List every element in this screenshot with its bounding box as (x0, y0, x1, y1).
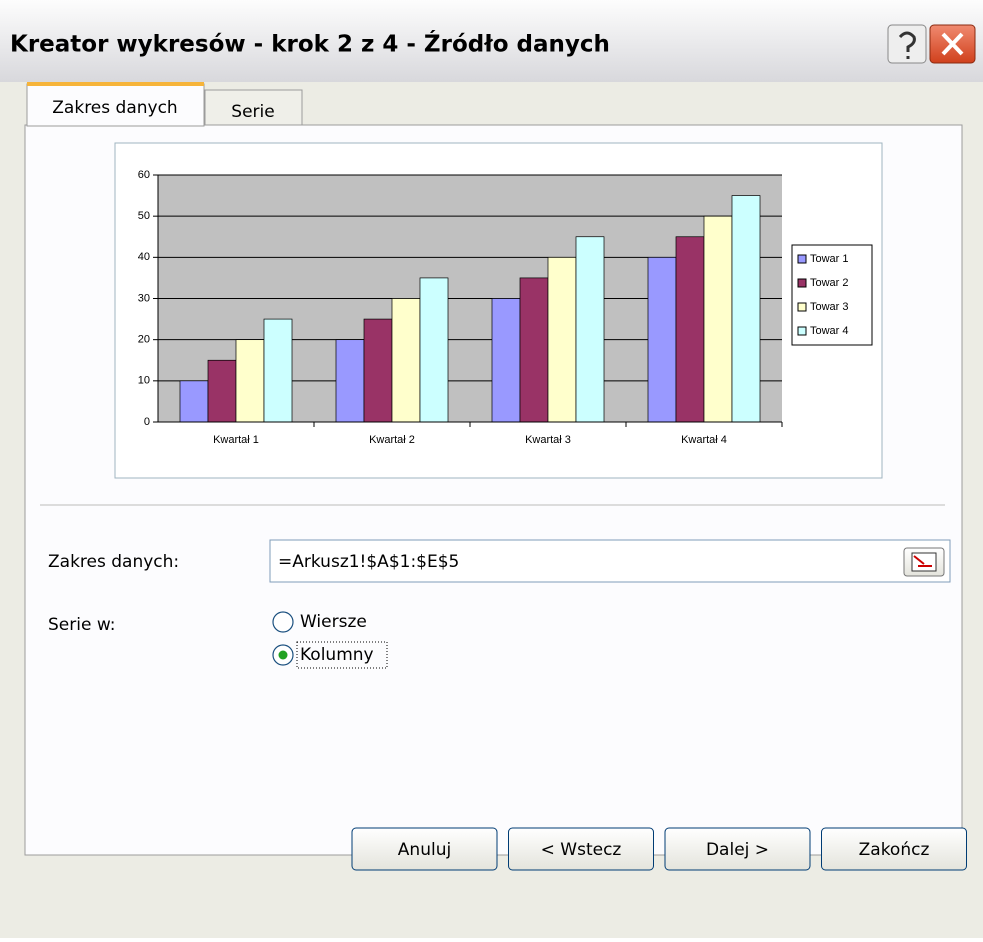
focus-rect (296, 641, 388, 669)
bar (391, 298, 421, 423)
y-tick-label: 60 (138, 169, 150, 181)
button-label: Anuluj (398, 840, 451, 860)
radio-label: Wiersze (300, 612, 367, 632)
button-label: < Wstecz (541, 840, 622, 860)
close-button[interactable] (929, 24, 976, 64)
legend-label: Towar 1 (810, 253, 849, 265)
button[interactable] (821, 827, 967, 871)
y-tick-label: 0 (144, 416, 150, 428)
radio[interactable] (272, 611, 294, 633)
bar (419, 277, 449, 423)
legend-label: Towar 4 (810, 325, 849, 337)
tab-active[interactable]: Zakres danych (26, 82, 205, 127)
range-value: =Arkusz1!$A$1:$E$5 (278, 552, 459, 572)
x-tick-label: Kwartał 1 (213, 434, 259, 446)
button[interactable] (351, 827, 498, 871)
help-button[interactable] (887, 24, 927, 64)
button[interactable] (664, 827, 811, 871)
button-label: Zakończ (859, 840, 930, 860)
legend-label: Towar 3 (810, 301, 849, 313)
bar (263, 318, 293, 423)
x-tick-label: Kwartał 3 (525, 434, 571, 446)
legend-swatch (797, 326, 807, 336)
y-tick-label: 50 (138, 210, 150, 222)
bar (647, 256, 677, 423)
tab-label: Serie (231, 102, 274, 122)
bar (731, 195, 761, 423)
window-title: Kreator wykresów - krok 2 z 4 - Źródło d… (10, 30, 610, 58)
legend-swatch (797, 254, 807, 264)
button[interactable] (508, 827, 654, 871)
legend-swatch (797, 302, 807, 312)
radio-dot (278, 650, 288, 660)
bar (675, 236, 705, 423)
y-tick-label: 30 (138, 292, 150, 304)
x-tick-label: Kwartał 4 (681, 434, 727, 446)
chart: 0 10 20 30 40 50 60 Kwartał 1 Kwartał 2 Kwartał 3… (138, 169, 873, 446)
collapse-button[interactable] (903, 547, 945, 577)
tab-label: Zakres danych (52, 98, 177, 118)
bar (363, 318, 393, 423)
x-tick-label: Kwartał 2 (369, 434, 415, 446)
title-bar (0, 0, 983, 82)
bar (547, 256, 577, 423)
legend-label: Towar 2 (810, 277, 849, 289)
range-label: Zakres danych: (48, 552, 179, 572)
button-label: Dalej > (706, 840, 769, 860)
radio-label: Kolumny (300, 645, 374, 665)
bar (491, 298, 521, 423)
y-tick-label: 40 (138, 251, 150, 263)
bar (703, 215, 733, 423)
tab[interactable]: Serie (204, 89, 303, 126)
bar (207, 359, 237, 423)
bar (575, 236, 605, 423)
bar (335, 339, 365, 423)
legend-swatch (797, 278, 807, 288)
bar (519, 277, 549, 423)
bar (235, 339, 265, 423)
y-tick-label: 20 (138, 334, 150, 346)
y-tick-label: 10 (138, 375, 150, 387)
bar (179, 380, 209, 423)
series-label: Serie w: (48, 615, 116, 635)
range-input[interactable] (269, 539, 951, 583)
